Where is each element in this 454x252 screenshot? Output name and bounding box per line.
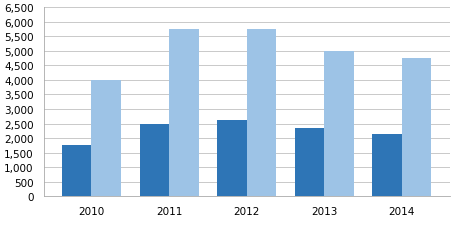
Bar [217, 120, 247, 197]
Bar [139, 124, 169, 197]
Bar [402, 59, 431, 197]
Bar [62, 146, 91, 197]
Bar [324, 52, 354, 197]
Bar [247, 30, 276, 197]
Bar [295, 129, 324, 197]
Bar [372, 134, 402, 197]
Bar [91, 81, 121, 197]
Bar [169, 30, 198, 197]
